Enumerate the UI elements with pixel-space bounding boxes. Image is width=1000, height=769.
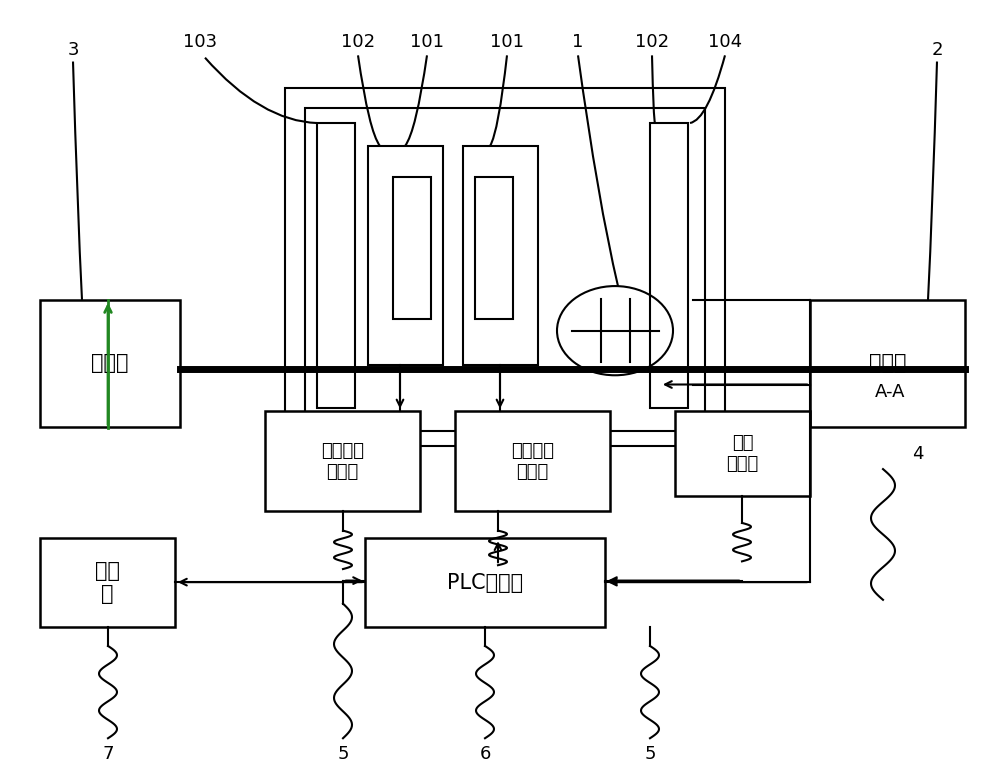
Text: 1: 1 — [572, 33, 584, 52]
Text: 7: 7 — [102, 744, 114, 763]
Bar — [463, 146, 538, 365]
Text: 工作机: 工作机 — [869, 353, 906, 374]
Bar — [455, 411, 610, 511]
Bar — [675, 411, 810, 496]
Text: 红外温度
传感器: 红外温度 传感器 — [321, 442, 364, 481]
Text: 红外温度
传感器: 红外温度 传感器 — [511, 442, 554, 481]
Bar — [40, 300, 180, 427]
Text: 101: 101 — [490, 33, 524, 52]
Text: 101: 101 — [410, 33, 444, 52]
Bar — [810, 300, 965, 427]
Text: 103: 103 — [183, 33, 217, 52]
Text: 5: 5 — [337, 744, 349, 763]
Bar — [393, 177, 431, 319]
Bar — [305, 108, 705, 431]
Bar — [368, 146, 443, 365]
Text: A-A: A-A — [875, 383, 906, 401]
Bar — [650, 123, 688, 408]
Text: 2: 2 — [931, 41, 943, 59]
Text: PLC控制箱: PLC控制箱 — [447, 572, 523, 593]
Text: 3: 3 — [67, 41, 79, 59]
Text: 转速
传感器: 转速 传感器 — [726, 434, 759, 473]
Bar — [317, 123, 355, 408]
Bar — [285, 88, 725, 446]
Text: 6: 6 — [479, 744, 491, 763]
Text: 4: 4 — [912, 444, 924, 463]
Bar — [40, 538, 175, 627]
Text: 5: 5 — [644, 744, 656, 763]
Text: 104: 104 — [708, 33, 742, 52]
Bar — [265, 411, 420, 511]
Text: 变频
器: 变频 器 — [95, 561, 120, 604]
Text: 102: 102 — [341, 33, 375, 52]
Bar — [475, 177, 513, 319]
Text: 电动机: 电动机 — [91, 353, 129, 374]
Bar — [365, 538, 605, 627]
Text: 102: 102 — [635, 33, 669, 52]
